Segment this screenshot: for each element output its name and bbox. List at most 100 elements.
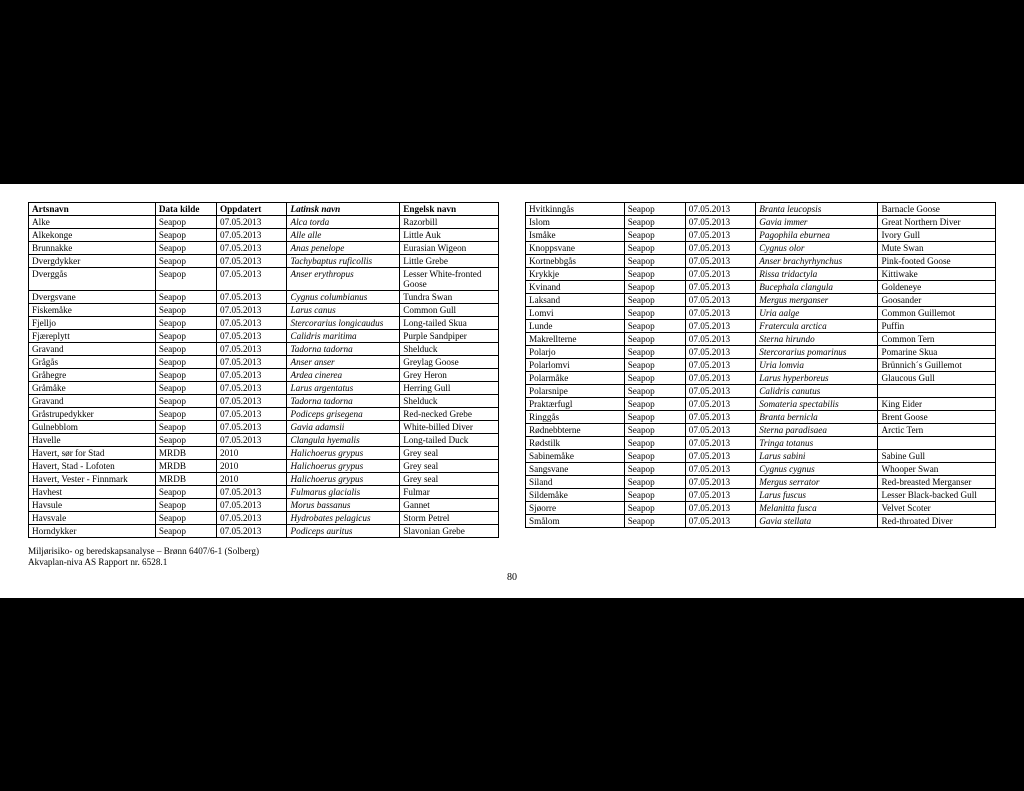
table-cell: Podiceps grisegena (287, 408, 400, 421)
footer-line-1: Miljørisiko- og beredskapsanalyse – Brøn… (28, 546, 996, 557)
table-cell: Seapop (624, 229, 685, 242)
table-cell: 07.05.2013 (216, 229, 287, 242)
table-cell: Havelle (29, 434, 156, 447)
table-row: AlkekongeSeapop07.05.2013Alle alleLittle… (29, 229, 499, 242)
table-cell: Grey seal (400, 473, 499, 486)
table-cell: Greylag Goose (400, 356, 499, 369)
table-cell: Common Gull (400, 304, 499, 317)
table-cell: Rødnebbterne (526, 424, 625, 437)
table-cell: Grey seal (400, 460, 499, 473)
table-cell: Larus canus (287, 304, 400, 317)
table-cell: Stercorarius pomarinus (756, 346, 878, 359)
table-cell: Puffin (878, 320, 996, 333)
table-row: SilandSeapop07.05.2013Mergus serratorRed… (526, 476, 996, 489)
table-cell: Gavia immer (756, 216, 878, 229)
table-cell: Little Grebe (400, 255, 499, 268)
table-cell: Pagophila eburnea (756, 229, 878, 242)
table-cell: 07.05.2013 (685, 203, 756, 216)
table-cell: 07.05.2013 (685, 229, 756, 242)
table-cell: Seapop (155, 395, 216, 408)
table-cell: Seapop (624, 216, 685, 229)
table-cell: Rissa tridactyla (756, 268, 878, 281)
table-row: BrunnakkeSeapop07.05.2013Anas penelopeEu… (29, 242, 499, 255)
table-cell: 07.05.2013 (216, 421, 287, 434)
table-row: LomviSeapop07.05.2013Uria aalgeCommon Gu… (526, 307, 996, 320)
table-row: MakrellterneSeapop07.05.2013Sterna hirun… (526, 333, 996, 346)
table-cell: Red-necked Grebe (400, 408, 499, 421)
table-row: Havert, Stad - LofotenMRDB2010Halichoeru… (29, 460, 499, 473)
table-cell: Alle alle (287, 229, 400, 242)
table-cell: Seapop (155, 330, 216, 343)
table-cell: Halichoerus grypus (287, 473, 400, 486)
table-cell: Anas penelope (287, 242, 400, 255)
table-row: GrågåsSeapop07.05.2013Anser anserGreylag… (29, 356, 499, 369)
table-cell: 07.05.2013 (685, 463, 756, 476)
table-cell: Common Guillemot (878, 307, 996, 320)
col-oppdatert: Oppdatert (216, 203, 287, 216)
table-cell: 07.05.2013 (685, 450, 756, 463)
table-cell: Siland (526, 476, 625, 489)
table-cell: Uria aalge (756, 307, 878, 320)
table-cell: Pomarine Skua (878, 346, 996, 359)
table-cell: 07.05.2013 (216, 512, 287, 525)
table-cell: Little Auk (400, 229, 499, 242)
table-cell: 07.05.2013 (216, 330, 287, 343)
table-cell: Alkekonge (29, 229, 156, 242)
table-cell: Grågås (29, 356, 156, 369)
table-cell: 07.05.2013 (685, 255, 756, 268)
table-row: KvinandSeapop07.05.2013Bucephala clangul… (526, 281, 996, 294)
table-cell: Gravand (29, 343, 156, 356)
table-cell: 07.05.2013 (685, 281, 756, 294)
table-header: Artsnavn Data kilde Oppdatert Latinsk na… (29, 203, 499, 216)
table-cell: Slavonian Grebe (400, 525, 499, 538)
table-cell: Havert, Stad - Lofoten (29, 460, 156, 473)
table-row: HavelleSeapop07.05.2013Clangula hyemalis… (29, 434, 499, 447)
table-cell: Laksand (526, 294, 625, 307)
table-cell: Dvergsvane (29, 291, 156, 304)
table-cell: 2010 (216, 460, 287, 473)
table-row: KortnebbgåsSeapop07.05.2013Anser brachyr… (526, 255, 996, 268)
table-cell: Kvinand (526, 281, 625, 294)
table-row: GråmåkeSeapop07.05.2013Larus argentatusH… (29, 382, 499, 395)
table-cell: Polarmåke (526, 372, 625, 385)
table-cell: Lesser White-fronted Goose (400, 268, 499, 291)
table-cell: Herring Gull (400, 382, 499, 395)
table-row: KnoppsvaneSeapop07.05.2013Cygnus olorMut… (526, 242, 996, 255)
table-cell: 07.05.2013 (685, 333, 756, 346)
table-cell: Seapop (155, 356, 216, 369)
page-number: 80 (28, 572, 996, 584)
table-cell: Bucephala clangula (756, 281, 878, 294)
table-cell: 07.05.2013 (216, 356, 287, 369)
table-cell: Seapop (624, 346, 685, 359)
table-cell: Seapop (155, 291, 216, 304)
table-row: LaksandSeapop07.05.2013Mergus merganserG… (526, 294, 996, 307)
table-cell: Gråhegre (29, 369, 156, 382)
table-cell: 07.05.2013 (685, 372, 756, 385)
left-column: Artsnavn Data kilde Oppdatert Latinsk na… (28, 202, 499, 538)
table-cell: Anser brachyrhynchus (756, 255, 878, 268)
table-cell: 07.05.2013 (216, 486, 287, 499)
table-cell: Ardea cinerea (287, 369, 400, 382)
table-cell: Great Northern Diver (878, 216, 996, 229)
table-cell: Dverggås (29, 268, 156, 291)
table-cell: 07.05.2013 (216, 382, 287, 395)
table-cell: Seapop (624, 281, 685, 294)
table-cell: Seapop (155, 255, 216, 268)
table-cell: Seapop (624, 320, 685, 333)
table-cell: Tachybaptus ruficollis (287, 255, 400, 268)
table-row: SmålomSeapop07.05.2013Gavia stellataRed-… (526, 515, 996, 528)
table-cell: Seapop (155, 369, 216, 382)
table-cell: 2010 (216, 447, 287, 460)
table-cell: Sterna paradisaea (756, 424, 878, 437)
table-row: RinggåsSeapop07.05.2013Branta berniclaBr… (526, 411, 996, 424)
table-cell: Lomvi (526, 307, 625, 320)
table-cell: Alke (29, 216, 156, 229)
right-column: HvitkinngåsSeapop07.05.2013Branta leucop… (525, 202, 996, 538)
table-cell: Ringgås (526, 411, 625, 424)
table-cell: Red-breasted Merganser (878, 476, 996, 489)
table-cell: Seapop (155, 382, 216, 395)
footer-block: Miljørisiko- og beredskapsanalyse – Brøn… (28, 546, 996, 584)
table-row: PraktærfuglSeapop07.05.2013Somateria spe… (526, 398, 996, 411)
table-cell: 07.05.2013 (216, 291, 287, 304)
table-cell: Seapop (155, 216, 216, 229)
